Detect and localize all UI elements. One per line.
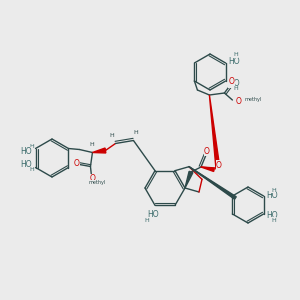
Text: O: O — [89, 174, 95, 183]
Text: H: H — [145, 218, 149, 223]
Text: O: O — [216, 160, 222, 169]
Text: H: H — [109, 133, 114, 138]
Text: methyl: methyl — [89, 180, 106, 185]
Polygon shape — [201, 167, 214, 172]
Polygon shape — [209, 95, 220, 169]
Text: HO: HO — [229, 56, 240, 65]
Text: H: H — [233, 52, 238, 58]
Text: O: O — [236, 97, 241, 106]
Polygon shape — [189, 167, 236, 199]
Text: HO: HO — [20, 160, 32, 169]
Text: methyl: methyl — [244, 97, 262, 101]
Text: H: H — [271, 188, 276, 193]
Text: H: H — [89, 142, 94, 147]
Text: H: H — [29, 167, 34, 172]
Text: HO: HO — [147, 210, 159, 219]
Text: HO: HO — [267, 190, 278, 200]
Text: H: H — [133, 130, 138, 135]
Text: HO: HO — [20, 147, 32, 156]
Polygon shape — [92, 148, 106, 153]
Text: H: H — [233, 86, 238, 92]
Text: H: H — [29, 144, 34, 149]
Text: O: O — [204, 146, 210, 155]
Text: H: H — [271, 218, 276, 223]
Text: O: O — [74, 159, 80, 168]
Text: O: O — [229, 76, 234, 85]
Polygon shape — [185, 171, 193, 188]
Text: HO: HO — [267, 211, 278, 220]
Text: HO: HO — [229, 79, 240, 88]
